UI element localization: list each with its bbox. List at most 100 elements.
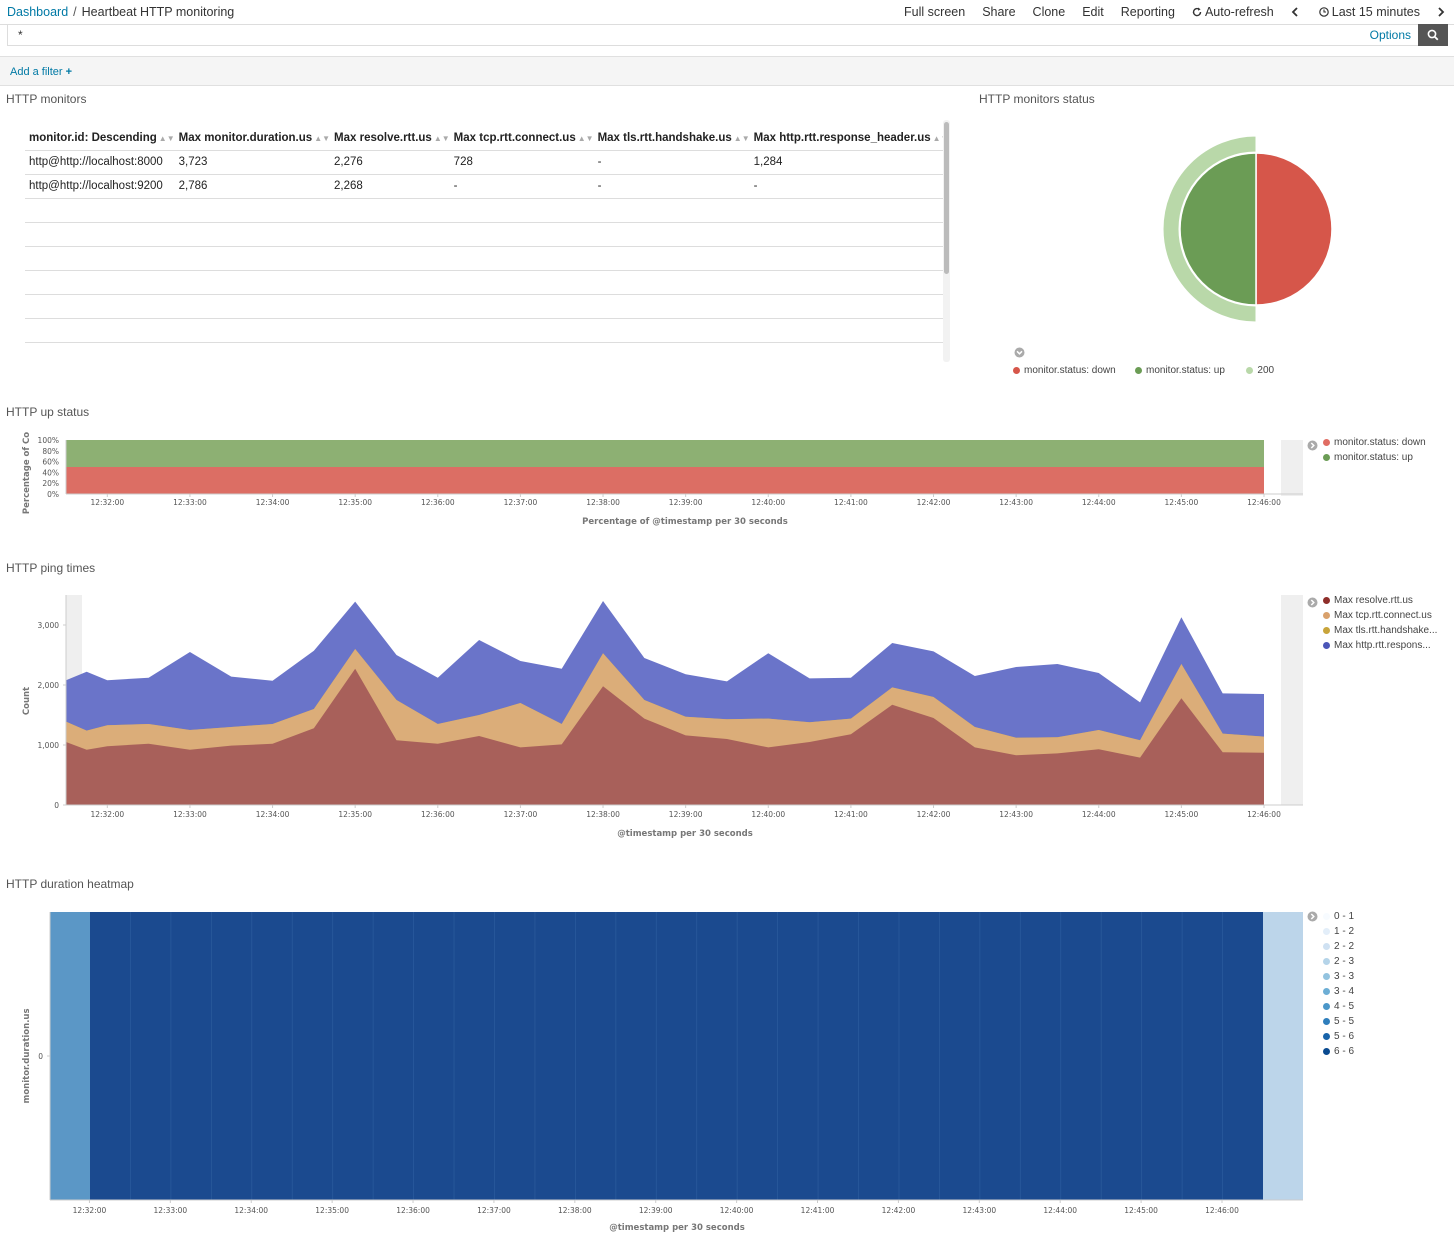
search-input[interactable] <box>8 25 1308 45</box>
x-tick-label: 12:38:00 <box>586 810 620 819</box>
x-tick-label: 12:46:00 <box>1205 1206 1239 1215</box>
legend-color-dot <box>1323 958 1330 965</box>
table-scrollbar-thumb[interactable] <box>944 122 949 274</box>
x-tick-label: 12:34:00 <box>256 498 290 507</box>
pie-legend-item[interactable]: monitor.status: up <box>1135 365 1225 376</box>
x-tick-label: 12:37:00 <box>504 498 538 507</box>
time-forward-button[interactable] <box>1437 5 1448 19</box>
auto-refresh-label: Auto-refresh <box>1204 5 1274 19</box>
monitors-panel-title: HTTP monitors <box>6 92 87 106</box>
table-cell: http@http://localhost:9200 <box>25 174 175 199</box>
column-header-label: Max resolve.rtt.us <box>334 131 432 144</box>
y-tick-label: 20% <box>42 479 59 488</box>
heatmap-legend-item[interactable]: 5 - 5 <box>1323 1016 1354 1027</box>
heatmap-legend-item[interactable]: 1 - 2 <box>1323 926 1354 937</box>
up-status-chart: 100% 80% 60%40% 20% 0% 12:32:00 12:33:00 12:34:… <box>22 432 1303 527</box>
duration-heatmap-chart: 0 12:32:00 12:33:00 12:34:00 12:35:00 12:36:0… <box>22 912 1303 1233</box>
full-screen-button[interactable]: Full screen <box>904 5 966 19</box>
column-header-duration[interactable]: Max monitor.duration.us ▲▼ <box>174 126 331 151</box>
heatmap-legend-item[interactable]: 5 - 6 <box>1323 1031 1354 1042</box>
column-header-tcp[interactable]: Max tcp.rtt.connect.us ▲▼ <box>449 126 594 151</box>
x-tick-label: 12:43:00 <box>999 498 1033 507</box>
ping-times-legend-item[interactable]: Max resolve.rtt.us <box>1323 595 1413 606</box>
ping-legend-toggle[interactable] <box>1307 597 1318 611</box>
legend-color-dot <box>1135 367 1142 374</box>
x-tick-label: 12:38:00 <box>586 498 620 507</box>
column-header-resolve[interactable]: Max resolve.rtt.us ▲▼ <box>330 126 450 151</box>
legend-color-dot <box>1323 988 1330 995</box>
ping-times-chart: 3,000 2,000 1,000 0 12:32:00 12:33:00 12:34:00… <box>22 595 1303 839</box>
x-tick-label: 12:32:00 <box>90 810 124 819</box>
sort-icon: ▲▼ <box>314 133 331 143</box>
ping-times-legend-item[interactable]: Max tls.rtt.handshake... <box>1323 625 1437 636</box>
legend-color-dot <box>1323 928 1330 935</box>
plus-icon: + <box>65 66 73 78</box>
y-tick-label: 1,000 <box>38 741 60 750</box>
heatmap-legend-item[interactable]: 0 - 1 <box>1323 911 1354 922</box>
x-tick-label: 12:44:00 <box>1043 1206 1077 1215</box>
up-status-legend-item[interactable]: monitor.status: down <box>1323 437 1426 448</box>
legend-label: 5 - 6 <box>1334 1031 1355 1042</box>
time-picker-button[interactable]: Last 15 minutes <box>1318 5 1420 19</box>
legend-color-dot <box>1013 367 1020 374</box>
edit-button[interactable]: Edit <box>1082 5 1104 19</box>
pie-legend-item[interactable]: monitor.status: down <box>1013 365 1116 376</box>
legend-color-dot <box>1323 973 1330 980</box>
x-tick-label: 12:33:00 <box>154 1206 188 1215</box>
status-panel-title: HTTP monitors status <box>979 92 1095 106</box>
sort-icon: ▲▼ <box>577 133 594 143</box>
y-tick-label: 0 <box>54 801 59 810</box>
plot-overflow-band <box>1281 440 1303 496</box>
reporting-button[interactable]: Reporting <box>1120 5 1175 19</box>
legend-collapse-toggle[interactable] <box>1014 347 1025 361</box>
column-header-http[interactable]: Max http.rtt.response_header.us ▲▼ <box>749 126 949 151</box>
pie-legend-item[interactable]: 200 <box>1246 365 1274 376</box>
heatmap-legend-toggle[interactable] <box>1307 911 1318 925</box>
heatmap-legend-item[interactable]: 2 - 2 <box>1323 941 1354 952</box>
up-status-legend-toggle[interactable] <box>1307 440 1318 454</box>
x-axis-label: Percentage of @timestamp per 30 seconds <box>582 517 788 527</box>
chevron-right-circle-icon <box>1307 597 1318 608</box>
table-row: http@http://localhost:9200 2,786 2,268 -… <box>25 174 949 199</box>
search-button[interactable] <box>1418 24 1448 46</box>
auto-refresh-button[interactable]: Auto-refresh <box>1192 5 1274 19</box>
x-tick-label: 12:35:00 <box>338 810 372 819</box>
legend-color-dot <box>1323 943 1330 950</box>
legend-label: 3 - 4 <box>1334 986 1355 997</box>
x-tick-label: 12:43:00 <box>962 1206 996 1215</box>
heatmap-legend-item[interactable]: 3 - 4 <box>1323 986 1354 997</box>
x-tick-label: 12:46:00 <box>1247 498 1281 507</box>
ping-times-legend-item[interactable]: Max http.rtt.respons... <box>1323 640 1431 651</box>
x-tick-label: 12:43:00 <box>999 810 1033 819</box>
x-tick-label: 12:45:00 <box>1165 810 1199 819</box>
x-tick-label: 12:45:00 <box>1165 498 1199 507</box>
x-tick-label: 12:39:00 <box>639 1206 673 1215</box>
options-button[interactable]: Options <box>1369 28 1411 42</box>
heatmap-legend-item[interactable]: 4 - 5 <box>1323 1001 1354 1012</box>
heatmap-legend-item[interactable]: 2 - 3 <box>1323 956 1354 967</box>
status-pie-chart <box>1162 135 1333 323</box>
column-header-label: Max tcp.rtt.connect.us <box>453 131 576 144</box>
page-title: Heartbeat HTTP monitoring <box>81 5 235 19</box>
table-cell: - <box>593 150 750 175</box>
heatmap-legend-item[interactable]: 6 - 6 <box>1323 1046 1354 1057</box>
add-filter-button[interactable]: Add a filter + <box>10 66 72 78</box>
column-header-tls[interactable]: Max tls.rtt.handshake.us ▲▼ <box>593 126 750 151</box>
legend-color-dot <box>1323 439 1330 446</box>
monitors-table: monitor.id: Descending ▲▼ Max monitor.dur… <box>25 126 949 343</box>
breadcrumb-dashboard-link[interactable]: Dashboard <box>7 5 69 19</box>
legend-label: monitor.status: up <box>1334 452 1413 463</box>
column-header-monitor-id[interactable]: monitor.id: Descending ▲▼ <box>25 126 175 151</box>
x-tick-label: 12:33:00 <box>173 810 207 819</box>
legend-color-dot <box>1323 642 1330 649</box>
column-header-label: monitor.id: Descending <box>29 131 157 144</box>
clone-button[interactable]: Clone <box>1032 5 1066 19</box>
time-back-button[interactable] <box>1291 5 1302 19</box>
heatmap-legend-item[interactable]: 3 - 3 <box>1323 971 1354 982</box>
x-tick-label: 12:41:00 <box>834 810 868 819</box>
legend-color-dot <box>1323 612 1330 619</box>
plot-overflow-band <box>1281 595 1303 805</box>
share-button[interactable]: Share <box>982 5 1016 19</box>
ping-times-legend-item[interactable]: Max tcp.rtt.connect.us <box>1323 610 1432 621</box>
up-status-legend-item[interactable]: monitor.status: up <box>1323 452 1413 463</box>
